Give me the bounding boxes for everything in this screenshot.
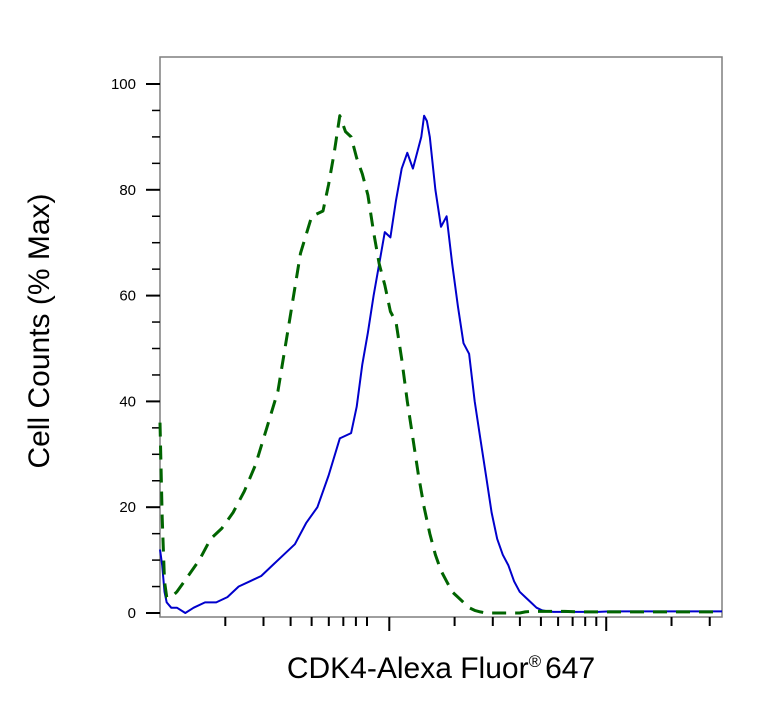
- x-axis: [224, 617, 711, 631]
- x-axis-label: CDK4-Alexa Fluor® 647: [160, 652, 722, 686]
- y-tick-label: 0: [128, 605, 136, 622]
- plot-frame: [159, 56, 723, 618]
- y-tick-label: 20: [119, 499, 136, 516]
- series-line-dashed: [158, 114, 722, 615]
- y-tick-label: 80: [119, 182, 136, 199]
- x-axis-label-text: CDK4-Alexa Fluor: [286, 652, 529, 685]
- y-tick-label: 60: [119, 288, 136, 305]
- x-axis-label-suffix: 647: [545, 652, 596, 685]
- y-tick-label: 40: [119, 393, 136, 410]
- y-axis: 0 20 40 60 80 100: [111, 76, 160, 622]
- y-axis-label: Cell Counts (% Max): [23, 193, 56, 469]
- y-tick-label: 100: [111, 76, 136, 93]
- series-line-solid: [159, 114, 722, 614]
- series-layer: [158, 114, 722, 615]
- x-axis-label-registered-mark: ®: [528, 652, 542, 671]
